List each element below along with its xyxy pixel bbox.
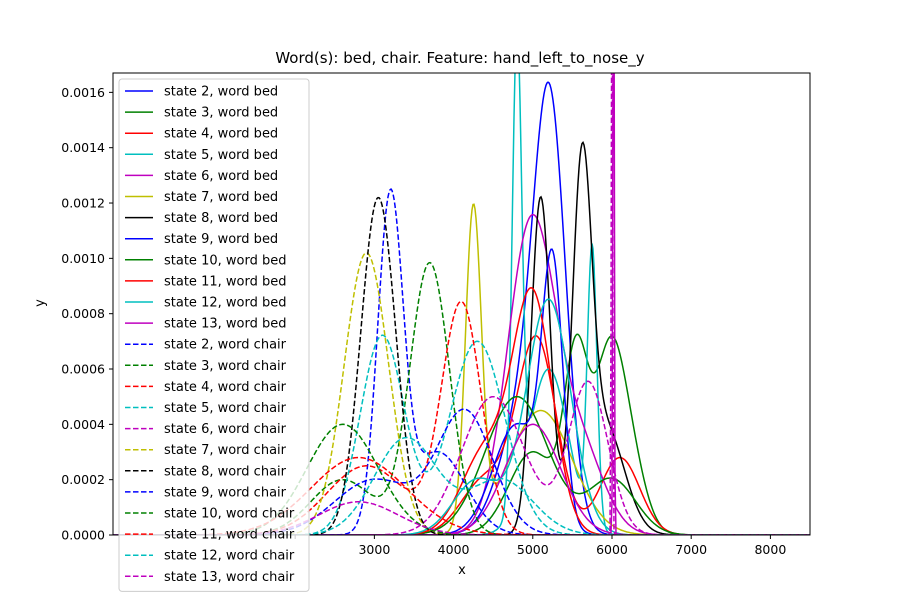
legend-entry: state 12, word chair: [164, 549, 295, 564]
y-tick-label: 0.0016: [61, 85, 105, 100]
series-line-10: [113, 287, 810, 535]
legend-entry: state 4, word chair: [164, 380, 287, 395]
legend-entry: state 12, word bed: [164, 296, 286, 311]
legend-entry: state 5, word chair: [164, 401, 287, 416]
x-tick-label: 4000: [438, 542, 470, 557]
x-tick-label: 8000: [754, 542, 786, 557]
y-tick-label: 0.0008: [61, 306, 105, 321]
legend-entry: state 6, word chair: [164, 422, 287, 437]
legend-entry: state 2, word bed: [164, 85, 278, 100]
x-axis-label: x: [458, 563, 466, 578]
x-tick-label: 7000: [675, 542, 707, 557]
axes: 3000 4000 5000 6000 7000 8000 0.0000 0.0002 0.00…: [61, 72, 811, 557]
legend-entry: state 11, word chair: [164, 528, 295, 543]
legend-entry: state 8, word bed: [164, 211, 278, 226]
legend-entry: state 3, word bed: [164, 106, 278, 121]
legend-entry: state 8, word chair: [164, 464, 287, 479]
plot-frame: [112, 72, 811, 536]
x-tick-label: 3000: [358, 542, 390, 557]
legend-entry: state 7, word chair: [164, 443, 287, 458]
y-tick-label: 0.0004: [61, 417, 105, 432]
legend-entry: state 11, word bed: [164, 274, 286, 289]
legend-box: [118, 78, 310, 592]
legend-entry: state 13, word chair: [164, 570, 295, 585]
y-tick-label: 0.0012: [61, 196, 105, 211]
legend-entry: state 2, word chair: [164, 338, 287, 353]
series-line-12: [113, 73, 810, 535]
series-line-17: [113, 380, 810, 535]
x-tick-label: 6000: [596, 542, 628, 557]
y-tick-label: 0.0000: [61, 528, 105, 543]
chart-title: Word(s): bed, chair. Feature: hand_left_…: [275, 49, 644, 68]
legend-entry: state 5, word bed: [164, 148, 278, 163]
series-line-23: [113, 436, 810, 535]
y-tick-label: 0.0002: [61, 472, 105, 487]
x-tick-label: 5000: [517, 542, 549, 557]
legend: state 2, word bed state 3, word bed state …: [118, 78, 310, 592]
legend-entry: state 7, word bed: [164, 190, 278, 205]
legend-entry: state 9, word bed: [164, 232, 278, 247]
series-line-6: [113, 203, 810, 535]
y-tick-label: 0.0014: [61, 140, 105, 155]
legend-entry: state 3, word chair: [164, 359, 287, 374]
series-line-16: [113, 334, 810, 535]
legend-entry: state 10, word bed: [164, 253, 286, 268]
y-axis-label: y: [33, 299, 48, 307]
series-line-11: [113, 298, 810, 535]
legend-entry: state 10, word chair: [164, 507, 295, 522]
legend-entry: state 9, word chair: [164, 485, 287, 500]
legend-entry: state 6, word bed: [164, 169, 278, 184]
y-tick-label: 0.0006: [61, 362, 105, 377]
y-tick-label: 0.0010: [61, 251, 105, 266]
legend-entry: state 4, word bed: [164, 127, 278, 142]
legend-entry: state 13, word bed: [164, 317, 286, 332]
